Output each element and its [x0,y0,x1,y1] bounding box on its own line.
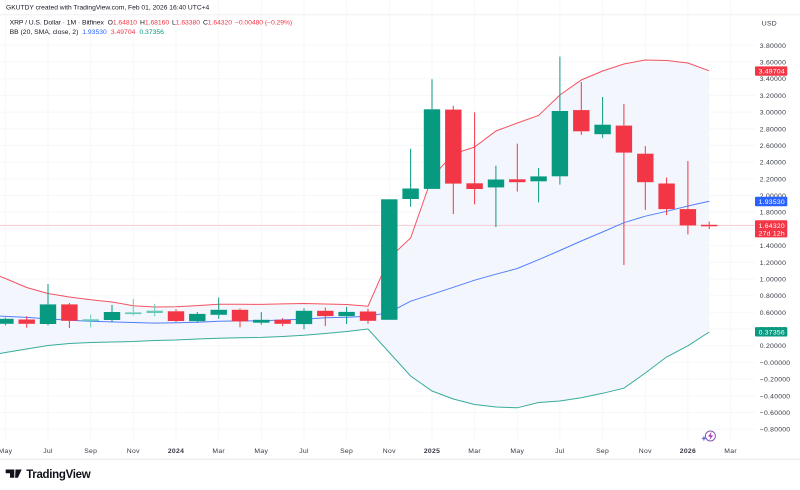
svg-text:0.37356: 0.37356 [759,329,785,336]
svg-text:0.80000: 0.80000 [760,293,786,300]
svg-text:1.64320: 1.64320 [759,223,785,230]
svg-text:1.93530: 1.93530 [759,199,785,206]
svg-text:Mar: Mar [724,448,737,455]
svg-text:Sep: Sep [340,448,353,455]
svg-text:1.20000: 1.20000 [760,260,786,267]
svg-text:1.40000: 1.40000 [760,243,786,250]
svg-text:−0.40000: −0.40000 [760,393,791,400]
svg-text:May: May [510,448,524,455]
svg-text:Jul: Jul [43,448,53,455]
svg-text:3.80000: 3.80000 [760,43,786,50]
svg-text:27d 12h: 27d 12h [759,231,785,238]
svg-text:GKUTDY created with TradingVie: GKUTDY created with TradingView.com, Feb… [6,4,210,11]
svg-text:3.49704: 3.49704 [759,69,785,76]
svg-text:2026: 2026 [680,448,696,455]
svg-text:2024: 2024 [168,448,184,455]
svg-text:Nov: Nov [639,448,652,455]
svg-text:−0.60000: −0.60000 [760,410,791,417]
svg-text:3.20000: 3.20000 [760,93,786,100]
svg-text:2025: 2025 [424,448,440,455]
svg-text:3.00000: 3.00000 [760,110,786,117]
svg-text:−0.80000: −0.80000 [760,427,791,434]
svg-text:USD: USD [762,20,777,27]
svg-text:Sep: Sep [84,448,97,455]
svg-text:Sep: Sep [596,448,609,455]
svg-text:BB (20, SMA, close, 2) 1.93530: BB (20, SMA, close, 2) 1.93530 3.49704 0.3… [10,29,165,36]
svg-text:Jul: Jul [299,448,309,455]
svg-text:2.00000: 2.00000 [760,193,786,200]
svg-text:2.20000: 2.20000 [760,176,786,183]
svg-text:Nov: Nov [127,448,140,455]
svg-text:Nov: Nov [383,448,396,455]
svg-text:TradingView: TradingView [26,469,91,481]
svg-text:Jul: Jul [555,448,565,455]
svg-text:2.60000: 2.60000 [760,143,786,150]
svg-text:−0.20000: −0.20000 [760,377,791,384]
svg-text:3.40000: 3.40000 [760,76,786,83]
svg-text:0.60000: 0.60000 [760,310,786,317]
svg-text:1.80000: 1.80000 [760,210,786,217]
svg-text:−0.00000: −0.00000 [760,360,791,367]
svg-text:Mar: Mar [212,448,225,455]
svg-text:May: May [0,448,13,455]
svg-text:1.00000: 1.00000 [760,277,786,284]
svg-text:Mar: Mar [468,448,481,455]
svg-text:May: May [254,448,268,455]
svg-text:0.20000: 0.20000 [760,343,786,350]
svg-text:XRP / U.S. Dollar · 1M · Bitfi: XRP / U.S. Dollar · 1M · Bitfinex O1.648… [10,19,293,26]
svg-text:2.80000: 2.80000 [760,126,786,133]
svg-text:3.60000: 3.60000 [760,60,786,67]
svg-text:2.40000: 2.40000 [760,160,786,167]
